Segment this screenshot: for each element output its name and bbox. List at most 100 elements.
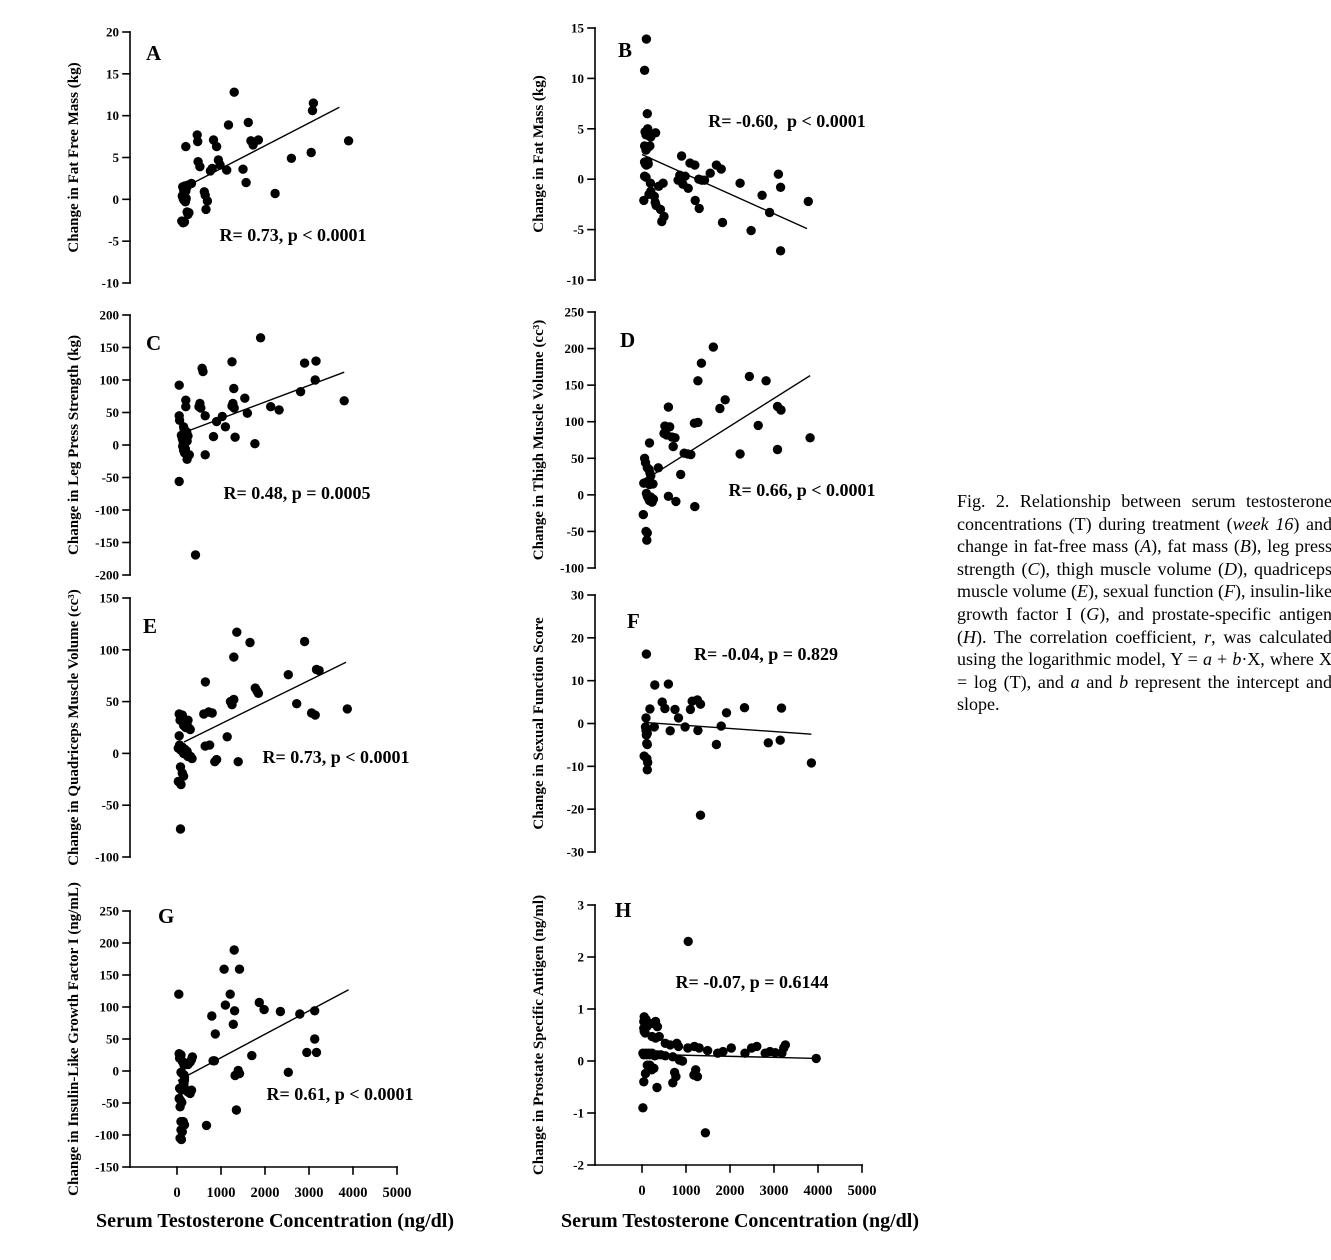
data-point (295, 1009, 305, 1019)
data-point (663, 402, 674, 412)
data-point (210, 1029, 220, 1039)
data-point (775, 735, 785, 745)
y-tick-label: 50 (106, 1032, 119, 1047)
data-point (299, 358, 310, 368)
caption-segment: b (1119, 671, 1129, 692)
data-point (243, 117, 253, 128)
data-point (643, 124, 653, 134)
data-point (174, 731, 184, 741)
data-point (805, 433, 815, 443)
panel-H-group: 3 2 1 0 -1 -2 0 1000 2000 3000 4000 5000 Change in P… (531, 895, 877, 1199)
y-tick-label: 50 (106, 694, 119, 709)
data-point (653, 463, 663, 473)
data-point (209, 1056, 220, 1066)
data-point (718, 1046, 728, 1057)
y-tick-label: 0 (578, 172, 585, 187)
y-axis: 3 2 1 0 -1 -2 (573, 898, 596, 1173)
y-tick-label: 100 (100, 373, 120, 388)
y-axis-title: Change in Leg Press Strength (kg) (66, 335, 82, 555)
panel-E-chart: 150 100 50 0 -50 -100 Change in Quadriceps Mus… (66, 589, 410, 866)
data-point (225, 989, 235, 999)
panel-A-group: 20 15 10 5 0 -5 -10 Change in Fat Free Mass (kg… (66, 25, 367, 291)
data-point (223, 120, 234, 130)
stats-text: R= 0.73, p < 0.0001 (262, 747, 409, 767)
data-point (250, 439, 260, 449)
data-point (181, 402, 191, 412)
y-tick-label: -2 (573, 1158, 584, 1173)
caption-segment: and (1079, 671, 1120, 692)
y-axis: 250 200 150 100 50 0 -50 -100 -150 (95, 904, 131, 1175)
data-point (343, 136, 354, 146)
data-point (670, 704, 680, 715)
data-point (690, 501, 700, 512)
data-point (665, 726, 675, 736)
data-point (673, 1041, 684, 1052)
data-point (286, 153, 297, 163)
data-point (241, 177, 251, 188)
y-axis: 250 200 150 100 50 0 -50 -100 (560, 305, 596, 576)
data-point (219, 964, 229, 974)
y-tick-label: 0 (113, 1064, 120, 1079)
trend-line (177, 989, 349, 1082)
data-point (254, 997, 264, 1008)
data-point (683, 183, 693, 193)
data-point (178, 771, 189, 781)
data-point (234, 964, 245, 974)
x-tick-label: 5000 (383, 1185, 412, 1201)
data-point (229, 1006, 240, 1016)
caption-segment: E (1077, 581, 1088, 602)
y-tick-label: 150 (100, 968, 120, 983)
data-point (641, 713, 651, 723)
y-tick-label: -50 (102, 798, 119, 813)
data-point (238, 164, 248, 174)
data-point (227, 357, 237, 367)
data-point (307, 105, 318, 116)
data-point (186, 1085, 197, 1095)
data-point (639, 1077, 649, 1087)
caption-segment: ), leg press strength ( (957, 536, 1331, 579)
data-point (775, 182, 786, 192)
data-point (208, 431, 219, 442)
y-tick-label: 1 (578, 1002, 585, 1017)
x-axis: 0 1000 2000 3000 4000 5000 (129, 1166, 412, 1201)
panel-letter: A (146, 41, 162, 65)
data-point (311, 356, 321, 366)
caption-segment: A (1140, 536, 1152, 557)
y-tick-label: -10 (102, 276, 119, 291)
y-tick-label: 0 (578, 1054, 585, 1069)
y-tick-label: -100 (95, 503, 119, 518)
data-point (193, 136, 203, 147)
y-tick-label: 0 (113, 746, 120, 761)
data-point (677, 1056, 688, 1066)
caption-segment: ), sexual function ( (1088, 581, 1224, 602)
caption-segment: a (1202, 649, 1212, 670)
data-point (228, 1019, 238, 1029)
data-point (295, 387, 306, 397)
data-point (657, 216, 667, 227)
data-point (671, 496, 681, 507)
caption-segment: B (1239, 536, 1251, 557)
caption-segment: F (1223, 581, 1235, 602)
y-tick-label: -10 (567, 273, 584, 288)
caption-segment: H (963, 626, 976, 647)
data-point (775, 246, 786, 256)
data-point (642, 535, 652, 545)
y-axis-title: Change in Insulin-Like Growth Factor I (… (66, 882, 82, 1196)
data-point (229, 652, 239, 662)
data-point (255, 333, 266, 343)
scatter-points (639, 34, 813, 256)
data-point (639, 65, 650, 75)
data-point (183, 715, 193, 725)
data-point (339, 396, 349, 406)
data-point (639, 478, 649, 488)
data-point (175, 1102, 185, 1112)
data-point (179, 217, 190, 227)
data-point (650, 128, 661, 138)
data-point (641, 34, 652, 44)
data-point (308, 98, 319, 108)
data-point (752, 1041, 762, 1052)
data-point (253, 688, 264, 698)
data-point (708, 342, 718, 352)
panel-letter: F (627, 609, 640, 633)
data-point (776, 703, 787, 713)
